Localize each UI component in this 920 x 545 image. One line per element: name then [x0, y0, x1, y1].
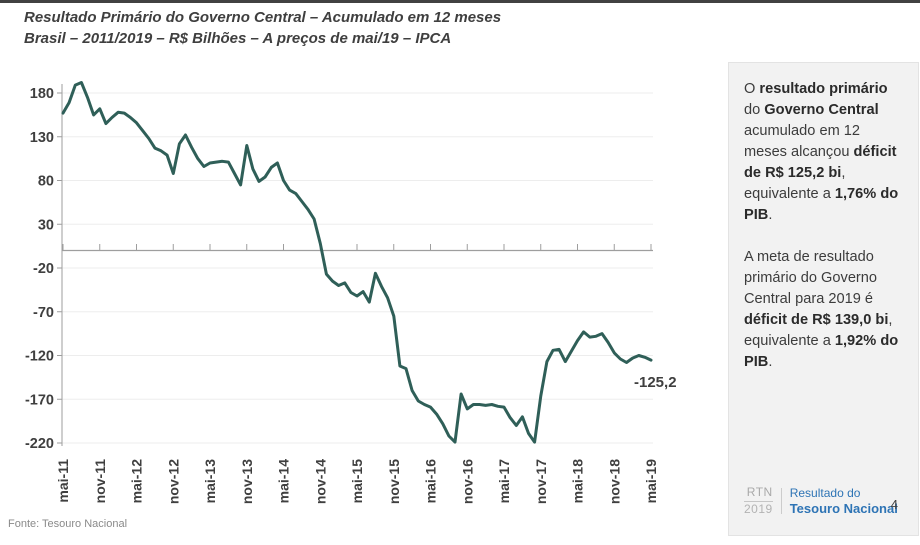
- x-axis-label: nov-17: [533, 459, 549, 504]
- x-axis-label: mai-18: [570, 459, 586, 504]
- y-axis-label: -20: [33, 261, 54, 277]
- y-axis-label: 130: [30, 130, 54, 146]
- x-axis-label: nov-11: [92, 459, 108, 504]
- x-axis-label: nov-14: [312, 459, 328, 504]
- insight-paragraph-2: A meta de resultado primário do Governo …: [744, 249, 899, 370]
- x-axis-label: mai-13: [202, 459, 218, 504]
- y-axis-label: -170: [25, 392, 54, 408]
- rtn-logo-year: 2019: [744, 502, 773, 516]
- y-axis-label: -220: [25, 436, 54, 452]
- page-title-line2: Brasil – 2011/2019 – R$ Bilhões – A preç…: [24, 30, 452, 47]
- y-axis-label: 80: [38, 174, 54, 190]
- series-line: [61, 81, 653, 444]
- y-axis-label: 180: [30, 86, 54, 102]
- x-axis-label: nov-13: [239, 459, 255, 504]
- page-title: Resultado Primário do Governo Central – …: [24, 7, 704, 49]
- insight-paragraph-1: O resultado primário do Governo Central …: [744, 81, 899, 223]
- x-axis-label: mai-14: [276, 459, 292, 504]
- rtn-logo-label-line1: Resultado do: [789, 486, 861, 500]
- rtn-logo-label-line2: Tesouro Nacional: [789, 501, 898, 516]
- y-axis-label: -70: [33, 305, 54, 321]
- x-axis-label: mai-19: [643, 459, 659, 504]
- source-note: Fonte: Tesouro Nacional: [8, 518, 128, 530]
- x-axis-label: mai-12: [129, 459, 145, 504]
- x-axis-label: mai-15: [349, 459, 365, 504]
- x-axis-label: nov-16: [459, 459, 475, 504]
- page-number: 4: [890, 497, 898, 512]
- x-axis-label: mai-11: [55, 459, 71, 503]
- y-axis-label: -120: [25, 349, 54, 365]
- rtn-logo-label: Resultado do Tesouro Nacional: [790, 486, 898, 516]
- x-axis-label: nov-12: [165, 459, 181, 504]
- page-title-line1: Resultado Primário do Governo Central – …: [24, 9, 502, 26]
- series-end-label: -125,2: [634, 374, 677, 391]
- y-axis-label: 30: [38, 217, 54, 233]
- insight-panel: O resultado primário do Governo Central …: [728, 62, 919, 536]
- rtn-logo-acronym-block: RTN 2019: [744, 485, 773, 517]
- x-axis-label: mai-17: [496, 459, 512, 504]
- x-axis-label: mai-16: [423, 459, 439, 504]
- slide-top-border: [0, 0, 920, 3]
- insight-paragraphs: O resultado primário do Governo Central …: [744, 79, 906, 373]
- x-axis-label: nov-15: [386, 459, 402, 504]
- rtn-logo-acronym: RTN: [744, 485, 773, 502]
- rtn-logo: RTN 2019 Resultado do Tesouro Nacional: [744, 485, 898, 517]
- rtn-logo-divider: [780, 488, 782, 514]
- x-axis-label: nov-18: [606, 459, 622, 504]
